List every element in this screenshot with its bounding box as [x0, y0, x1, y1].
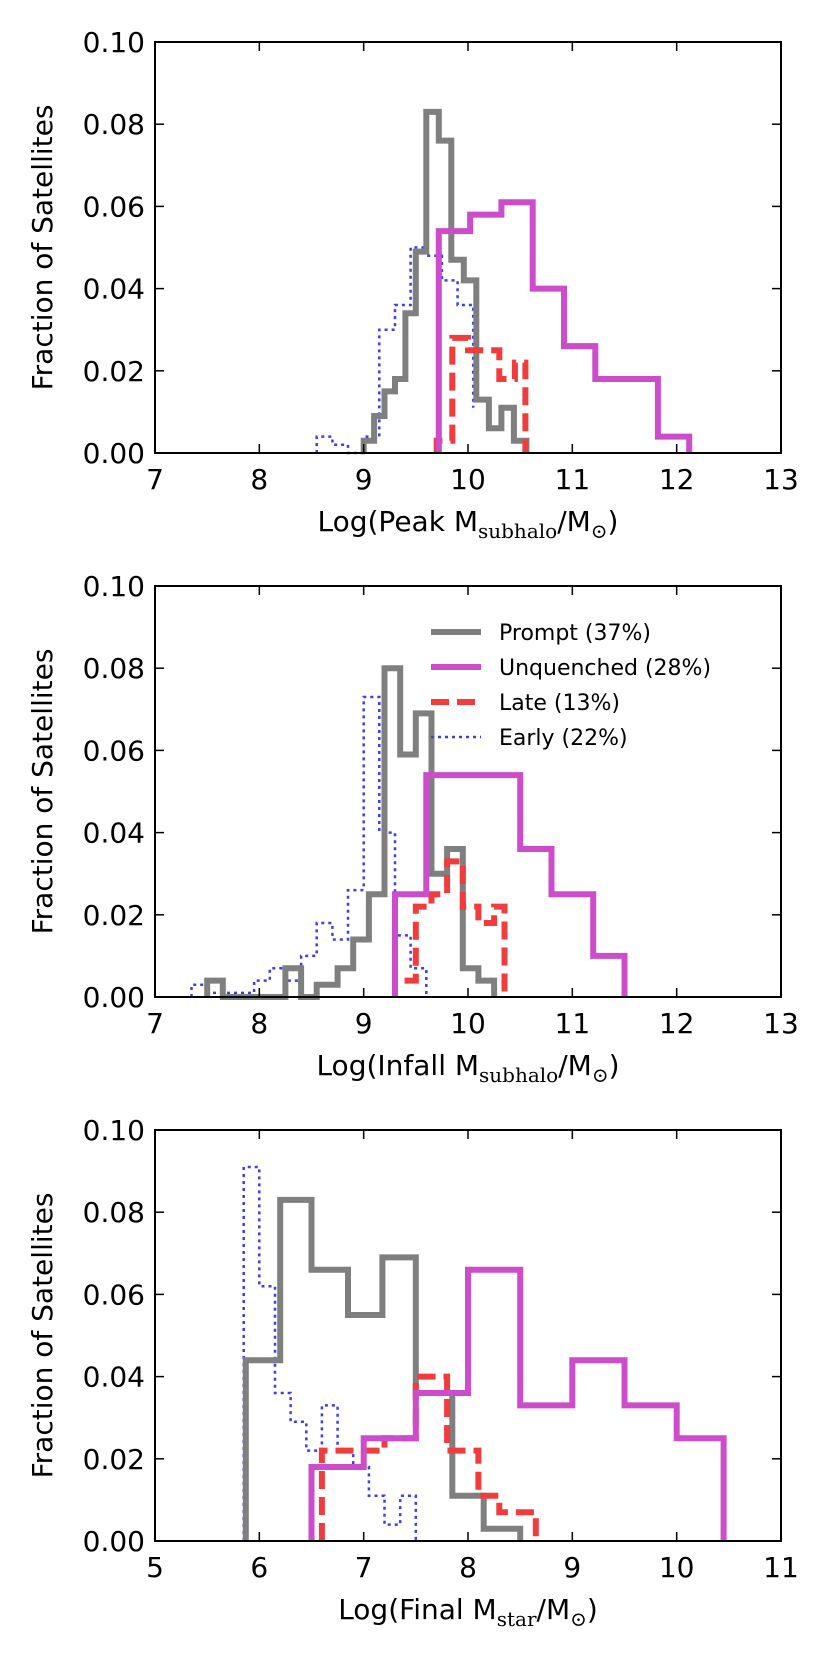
x-tick-label: 7 [146, 463, 164, 496]
x-axis-label-part: ) [587, 1593, 598, 1626]
x-tick-label: 9 [355, 1007, 373, 1040]
y-tick-label: 0.00 [83, 981, 145, 1014]
chart-panel-3: 5 6 7 8 9 10 11 0.00 0.02 0.04 0.06 0.08 0.10 Fractio… [26, 1114, 799, 1631]
y-tick-label: 0.04 [83, 1361, 145, 1394]
y-tick-label: 0.08 [83, 108, 145, 141]
plot-frame [154, 585, 782, 998]
x-tick-label: 6 [250, 1551, 268, 1584]
x-axis-label-part: Log(Final M [338, 1593, 497, 1626]
chart-panel-1: 7 8 9 10 11 12 13 0.00 0.02 0.04 0.06 0.08 0.10 Fract… [26, 26, 799, 543]
series-unquenched-histogram [435, 199, 693, 453]
series-late-histogram [392, 858, 508, 997]
y-tick-label: 0.10 [83, 26, 145, 59]
y-tick-label: 0.02 [83, 1443, 145, 1476]
x-tick-label: 8 [459, 1551, 477, 1584]
y-tick-label: 0.04 [83, 817, 145, 850]
y-tick-label: 0.10 [83, 1114, 145, 1147]
series-early-histogram [242, 1165, 418, 1541]
legend-label-late: Late (13%) [499, 691, 620, 716]
legend-label-unquenched: Unquenched (28%) [499, 656, 711, 681]
series-early-histogram [315, 246, 475, 455]
x-axis-label: Log(Final Mstar/M⊙) [338, 1593, 598, 1631]
y-tick-label: 0.06 [83, 734, 145, 767]
x-tick-label: 7 [146, 1007, 164, 1040]
x-tick-label: 8 [250, 1007, 268, 1040]
series-prompt-histogram [204, 665, 498, 1000]
y-axis-label: Fraction of Satellites [26, 1193, 59, 1479]
y-tick-label: 0.00 [83, 1525, 145, 1558]
y-tick-label: 0.06 [83, 190, 145, 223]
x-tick-label: 8 [250, 463, 268, 496]
legend-label-early: Early (22%) [499, 726, 628, 751]
x-tick-label: 13 [763, 1007, 799, 1040]
x-tick-label: 12 [659, 463, 695, 496]
series-late-histogram [318, 1373, 539, 1541]
x-axis-label-subscript: ⊙ [591, 519, 608, 543]
chart-panel-2: 7 8 9 10 11 12 13 0.00 0.02 0.04 0.06 0.08 0.10 Fract… [26, 570, 799, 1087]
x-tick-label: 11 [555, 463, 591, 496]
x-tick-label: 10 [450, 1007, 486, 1040]
y-tick-label: 0.02 [83, 355, 145, 388]
x-axis-label: Log(Peak Msubhalo/M⊙) [318, 505, 619, 543]
x-tick-label: 9 [355, 463, 373, 496]
y-tick-label: 0.10 [83, 570, 145, 603]
x-axis-label: Log(Infall Msubhalo/M⊙) [316, 1049, 619, 1087]
series-early-histogram [190, 695, 428, 997]
x-tick-label: 12 [659, 1007, 695, 1040]
x-tick-label: 9 [563, 1551, 581, 1584]
x-axis-label-part: /M [537, 1593, 571, 1626]
series-prompt-histogram [360, 108, 530, 453]
plot-frame [154, 41, 782, 454]
x-axis-label-subscript: ⊙ [592, 1063, 609, 1087]
x-tick-label: 10 [659, 1551, 695, 1584]
y-axis-label: Fraction of Satellites [26, 105, 59, 391]
series-unquenched-histogram [392, 772, 628, 997]
legend: Prompt (37%) Unquenched (28%) Late (13%) Ea… [431, 621, 711, 751]
y-tick-label: 0.06 [83, 1278, 145, 1311]
x-axis-label-subscript: subhalo [478, 519, 557, 543]
x-tick-label: 10 [450, 463, 486, 496]
y-tick-label: 0.04 [83, 273, 145, 306]
x-axis-label-part: ) [608, 505, 619, 538]
x-tick-label: 11 [555, 1007, 591, 1040]
x-axis-label-part: /M [557, 505, 591, 538]
x-axis-label-part: Log(Peak M [318, 505, 478, 538]
x-axis-label-part: ) [609, 1049, 620, 1082]
series-prompt-histogram [242, 1196, 524, 1541]
y-tick-label: 0.08 [83, 1196, 145, 1229]
x-axis-label-part: /M [558, 1049, 592, 1082]
x-axis-label-part: Log(Infall M [316, 1049, 479, 1082]
y-tick-label: 0.00 [83, 437, 145, 470]
y-tick-label: 0.08 [83, 652, 145, 685]
x-axis-label-subscript: subhalo [479, 1063, 558, 1087]
y-axis-label: Fraction of Satellites [26, 649, 59, 935]
y-tick-label: 0.02 [83, 899, 145, 932]
series-late-histogram [433, 334, 529, 453]
legend-label-prompt: Prompt (37%) [499, 621, 651, 646]
x-tick-label: 13 [763, 463, 799, 496]
x-axis-label-subscript: ⊙ [570, 1607, 587, 1631]
x-tick-label: 7 [355, 1551, 373, 1584]
x-tick-label: 5 [146, 1551, 164, 1584]
x-tick-label: 11 [763, 1551, 799, 1584]
series-unquenched-histogram [308, 1266, 727, 1541]
x-axis-label-subscript: star [497, 1607, 537, 1631]
